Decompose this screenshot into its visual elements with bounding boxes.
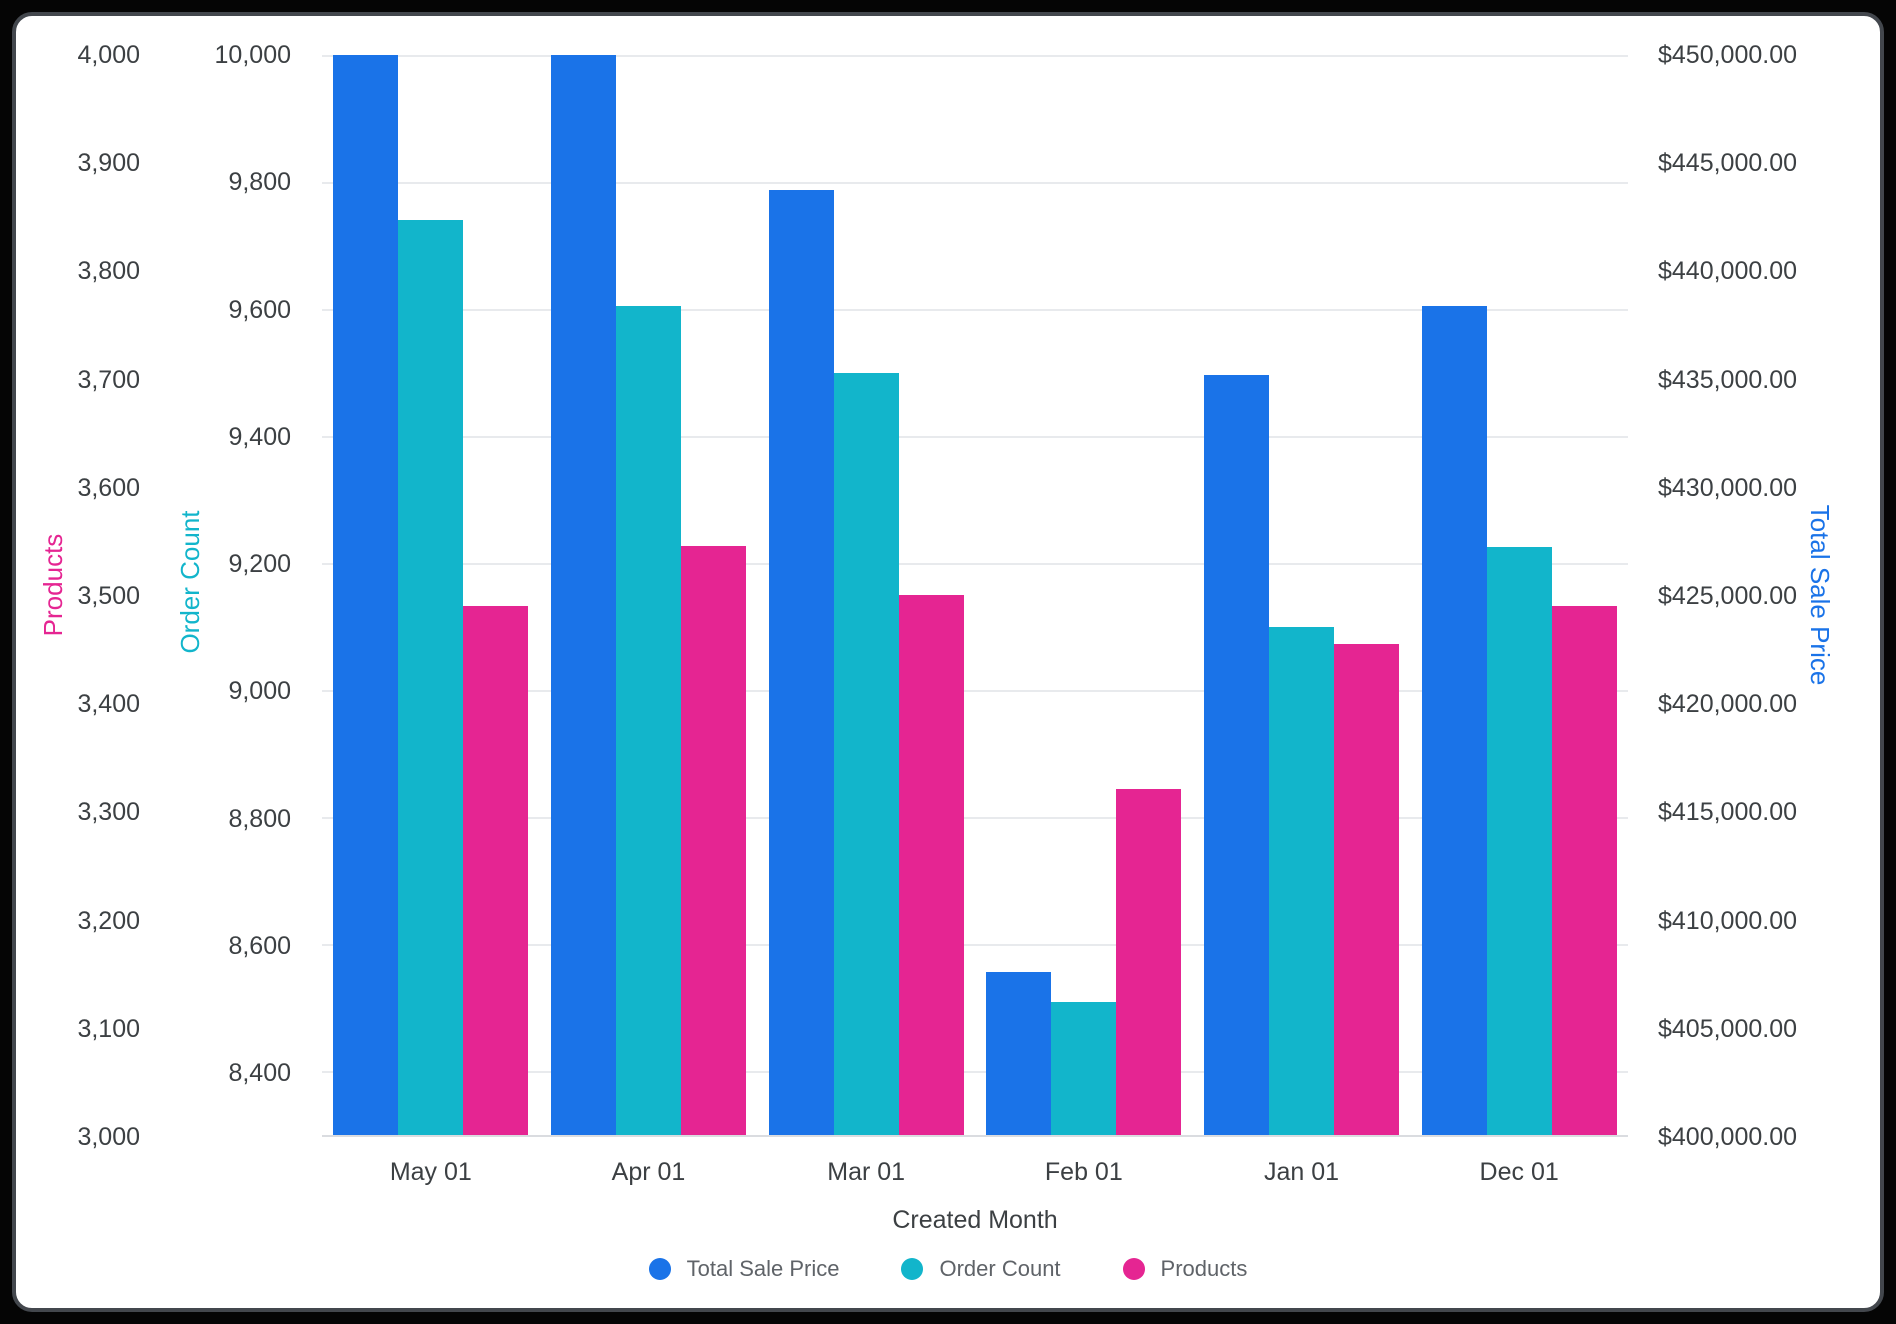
y-tick-label: 3,400 xyxy=(77,690,140,719)
legend-swatch-icon xyxy=(648,1258,671,1280)
y-tick-label: $450,000.00 xyxy=(1658,41,1798,69)
y-axis-ticks-products: 4,000 3,900 3,800 3,700 3,600 3,500 3,400 3,300… xyxy=(30,41,140,1151)
y-axis-ticks-total-sale-price: $450,000.00 $445,000.00 $440,000.00 $435,00… xyxy=(1658,41,1878,1151)
y-tick-label: $425,000.00 xyxy=(1658,582,1798,610)
y-tick-label: 9,200 xyxy=(228,550,291,579)
y-tick-label: 8,400 xyxy=(228,1059,291,1088)
x-tick-label-apr-01: Apr 01 xyxy=(611,1158,686,1186)
legend-label: Products xyxy=(1160,1256,1248,1281)
bar-products-feb-01[interactable] xyxy=(1116,789,1182,1135)
y-tick-label: $420,000.00 xyxy=(1658,690,1798,719)
bar-group-jan-01 xyxy=(1193,55,1411,1135)
y-tick-label: 3,200 xyxy=(77,906,140,935)
legend: Total Sale Price Order Count Products xyxy=(0,1256,1896,1282)
bar-total-sale-price-jan-01[interactable] xyxy=(1203,375,1269,1135)
x-tick-label-may-01: May 01 xyxy=(389,1158,472,1186)
gridline xyxy=(322,1071,1628,1074)
plot-area xyxy=(322,55,1628,1137)
bar-group-mar-01 xyxy=(757,55,975,1135)
y-tick-label: 4,000 xyxy=(77,41,140,69)
gridline xyxy=(322,817,1628,820)
y-tick-label: 3,600 xyxy=(77,473,140,502)
gridline xyxy=(322,55,1628,57)
legend-item-total-sale-price[interactable]: Total Sale Price xyxy=(648,1256,840,1282)
bar-products-mar-01[interactable] xyxy=(898,595,964,1135)
x-tick-label-feb-01: Feb 01 xyxy=(1044,1158,1123,1186)
y-tick-label: $435,000.00 xyxy=(1658,365,1798,394)
x-tick-label-jan-01: Jan 01 xyxy=(1263,1158,1340,1186)
bar-order-count-dec-01[interactable] xyxy=(1486,547,1552,1135)
bar-total-sale-price-dec-01[interactable] xyxy=(1421,305,1487,1135)
y-tick-label: 3,900 xyxy=(77,149,140,178)
y-tick-label: 9,400 xyxy=(228,422,291,451)
y-tick-label: $400,000.00 xyxy=(1658,1123,1798,1151)
bar-total-sale-price-feb-01[interactable] xyxy=(986,972,1052,1135)
legend-label: Order Count xyxy=(939,1256,1061,1281)
bar-group-feb-01 xyxy=(975,55,1193,1135)
x-axis-title: Created Month xyxy=(892,1206,1058,1234)
y-tick-label: $415,000.00 xyxy=(1658,798,1798,827)
y-tick-label: 9,800 xyxy=(228,168,291,197)
legend-item-order-count[interactable]: Order Count xyxy=(901,1256,1061,1282)
y-tick-label: 3,100 xyxy=(77,1014,140,1043)
legend-item-products[interactable]: Products xyxy=(1122,1256,1248,1282)
y-tick-label: 3,700 xyxy=(77,365,140,394)
y-tick-label: $405,000.00 xyxy=(1658,1014,1798,1043)
y-tick-label: $410,000.00 xyxy=(1658,906,1798,935)
bar-group-may-01 xyxy=(322,55,540,1135)
gridline xyxy=(322,690,1628,693)
bar-order-count-feb-01[interactable] xyxy=(1051,1001,1117,1135)
y-tick-label: $445,000.00 xyxy=(1658,149,1798,178)
bar-order-count-may-01[interactable] xyxy=(398,220,464,1135)
gridline xyxy=(322,944,1628,947)
x-tick-label-dec-01: Dec 01 xyxy=(1479,1158,1559,1186)
bar-group-apr-01 xyxy=(540,55,758,1135)
bar-total-sale-price-mar-01[interactable] xyxy=(768,189,834,1135)
bar-products-jan-01[interactable] xyxy=(1333,643,1399,1135)
bar-products-may-01[interactable] xyxy=(463,605,529,1135)
y-tick-label: 10,000 xyxy=(214,41,291,69)
y-tick-label: 9,600 xyxy=(228,295,291,324)
gridline xyxy=(322,182,1628,185)
legend-swatch-icon xyxy=(1122,1258,1145,1280)
y-tick-label: 8,800 xyxy=(228,804,291,833)
bar-total-sale-price-may-01[interactable] xyxy=(333,55,399,1135)
legend-swatch-icon xyxy=(901,1258,924,1280)
bar-order-count-jan-01[interactable] xyxy=(1268,626,1334,1135)
x-tick-label-mar-01: Mar 01 xyxy=(827,1158,906,1186)
y-tick-label: $440,000.00 xyxy=(1658,257,1798,286)
y-tick-label: 3,300 xyxy=(77,798,140,827)
bar-products-apr-01[interactable] xyxy=(680,546,746,1135)
bar-total-sale-price-apr-01[interactable] xyxy=(550,55,616,1135)
gridline xyxy=(322,563,1628,566)
y-tick-label: $430,000.00 xyxy=(1658,473,1798,502)
bar-group-dec-01 xyxy=(1410,55,1628,1135)
bar-order-count-mar-01[interactable] xyxy=(833,372,899,1135)
y-tick-label: 3,800 xyxy=(77,257,140,286)
y-tick-label: 8,600 xyxy=(228,932,291,961)
x-axis-labels: May 01 Apr 01 Mar 01 Feb 01 Jan 01 Dec 01 xyxy=(322,1156,1628,1188)
y-axis-ticks-order-count: 10,000 9,800 9,600 9,400 9,200 9,000 8,800 8,60… xyxy=(171,41,291,1137)
bar-order-count-apr-01[interactable] xyxy=(615,305,681,1135)
legend-label: Total Sale Price xyxy=(686,1256,840,1281)
y-tick-label: 3,500 xyxy=(77,582,140,610)
gridline xyxy=(322,309,1628,312)
bar-products-dec-01[interactable] xyxy=(1551,605,1617,1135)
y-tick-label: 3,000 xyxy=(77,1123,140,1151)
gridline xyxy=(322,436,1628,439)
y-tick-label: 9,000 xyxy=(228,677,291,706)
